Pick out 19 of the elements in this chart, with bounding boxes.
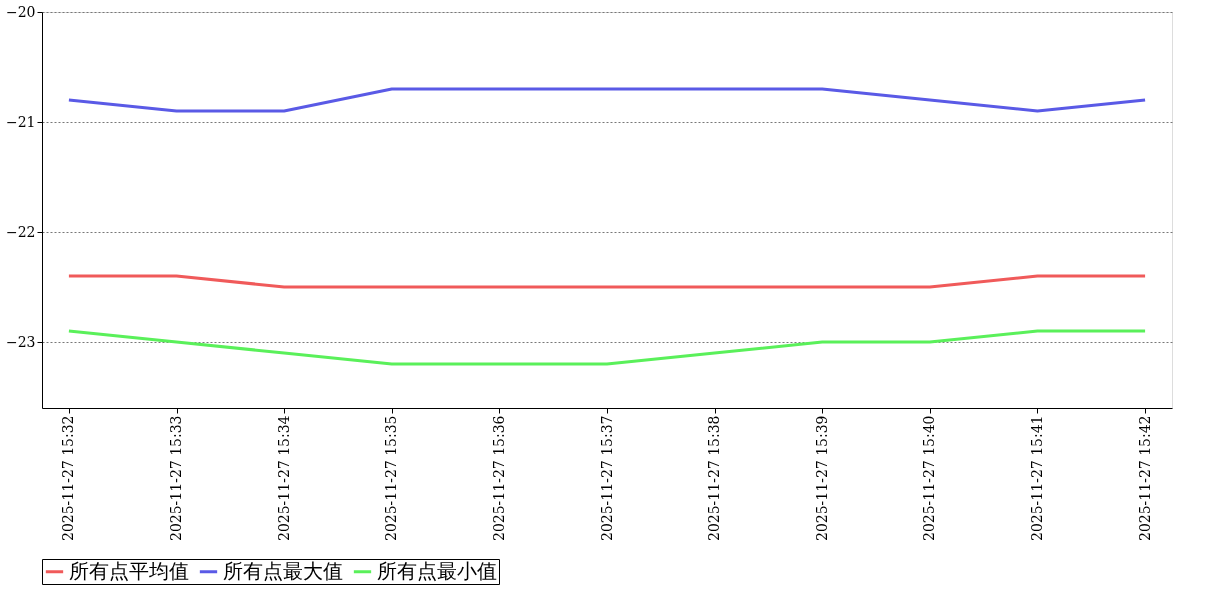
line-series xyxy=(67,329,1147,366)
x-tick-label: 2025-11-27 15:34 xyxy=(275,415,292,542)
x-tick-label: 2025-11-27 15:35 xyxy=(383,415,400,542)
x-tick-label: 2025-11-27 15:38 xyxy=(706,415,723,542)
legend-label: 所有点最大值 xyxy=(223,558,343,583)
y-tick-label: −21 xyxy=(5,113,36,130)
y-tick-label: −23 xyxy=(5,333,36,350)
x-tick-label: 2025-11-27 15:33 xyxy=(168,415,185,542)
x-tick-label: 2025-11-27 15:32 xyxy=(60,415,77,542)
x-tick-label: 2025-11-27 15:40 xyxy=(921,415,938,542)
x-tick-label: 2025-11-27 15:37 xyxy=(598,415,615,542)
x-tick-label: 2025-11-27 15:41 xyxy=(1028,415,1045,542)
x-tick-label: 2025-11-27 15:42 xyxy=(1136,415,1153,542)
legend-label: 所有点平均值 xyxy=(69,558,189,583)
x-tick-label: 2025-11-27 15:39 xyxy=(813,415,830,542)
y-tick-label: −22 xyxy=(5,223,36,240)
legend-label: 所有点最小值 xyxy=(377,558,497,583)
y-tick-label: −20 xyxy=(5,3,36,20)
x-tick-label: 2025-11-27 15:36 xyxy=(490,415,507,542)
